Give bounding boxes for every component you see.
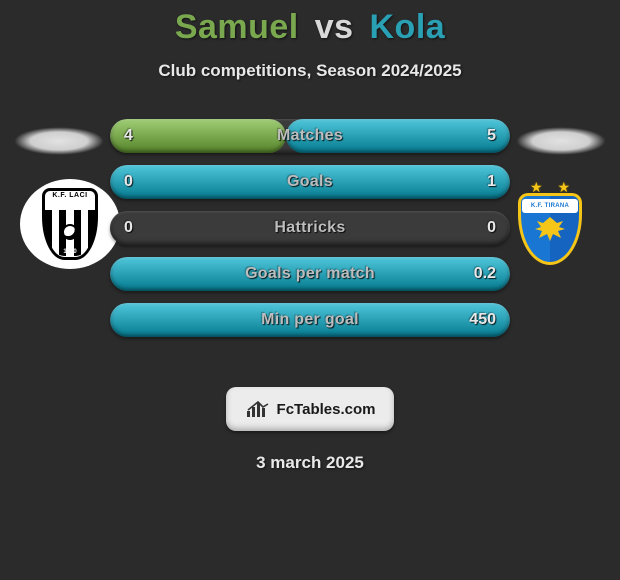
stat-value-right: 0 [440, 219, 510, 237]
comparison-arena: K.F. LACI 1960 ★ ★ K.F. TIRANA 4Matches5… [0, 119, 620, 369]
stat-value-left: 0 [110, 219, 180, 237]
stat-bars: 4Matches50Goals10Hattricks0Goals per mat… [110, 119, 510, 349]
avatar-shadow-left [14, 127, 104, 155]
stat-value-right: 0.2 [440, 265, 510, 283]
branding-card[interactable]: FcTables.com [226, 387, 394, 431]
player1-name: Samuel [175, 8, 299, 46]
ball-icon [62, 224, 78, 240]
stat-label: Min per goal [180, 311, 440, 329]
stat-value-right: 5 [440, 127, 510, 145]
crest-left: K.F. LACI 1960 [42, 188, 98, 260]
comparison-date: 3 march 2025 [0, 453, 620, 473]
branding-suffix: Tables.com [294, 401, 375, 418]
stat-bar: 4Matches5 [110, 119, 510, 153]
stat-label: Matches [180, 127, 440, 145]
branding-text: FcTables.com [277, 401, 376, 418]
stat-bar: Goals per match0.2 [110, 257, 510, 291]
stat-bar: 0Goals1 [110, 165, 510, 199]
team-badge-left: K.F. LACI 1960 [20, 179, 120, 269]
vs-text: vs [315, 8, 354, 46]
crest-right-name: K.F. TIRANA [522, 199, 578, 213]
stat-value-left: 0 [110, 173, 180, 191]
crest-right: ★ ★ K.F. TIRANA [500, 179, 600, 269]
crest-left-year: 1960 [42, 249, 98, 255]
stat-value-right: 450 [440, 311, 510, 329]
team-badge-right: ★ ★ K.F. TIRANA [500, 179, 600, 269]
crest-left-name: K.F. LACI [42, 192, 98, 199]
avatar-shadow-right [516, 127, 606, 155]
bar-chart-icon [245, 399, 271, 419]
stat-value-right: 1 [440, 173, 510, 191]
comparison-title: Samuel vs Kola [0, 0, 620, 47]
subtitle: Club competitions, Season 2024/2025 [0, 61, 620, 81]
player2-name: Kola [370, 8, 446, 46]
stat-label: Goals per match [180, 265, 440, 283]
stat-value-left: 4 [110, 127, 180, 145]
stat-bar: 0Hattricks0 [110, 211, 510, 245]
stat-bar: Min per goal450 [110, 303, 510, 337]
branding-prefix: Fc [277, 401, 295, 418]
stat-label: Goals [180, 173, 440, 191]
eagle-icon [533, 215, 567, 243]
stat-label: Hattricks [180, 219, 440, 237]
